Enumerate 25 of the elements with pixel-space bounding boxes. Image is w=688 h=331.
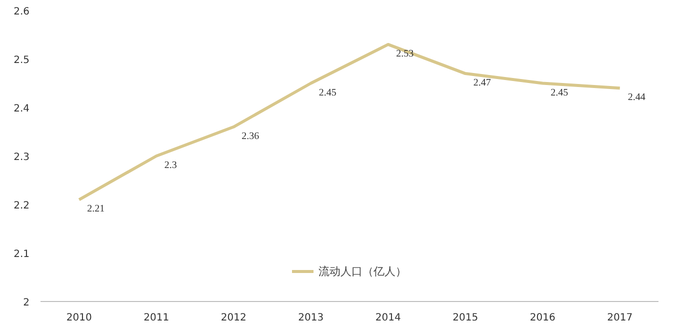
data-label: 2.44	[628, 92, 646, 104]
data-label: 2.21	[87, 204, 105, 215]
data-label: 2.45	[318, 87, 336, 98]
y-tick-label: 2.1	[14, 249, 30, 260]
data-label: 2.36	[242, 130, 260, 142]
y-tick-label: 2.6	[14, 6, 30, 18]
line-series	[78, 42, 622, 202]
x-tick-label: 2010	[66, 312, 92, 324]
legend-label: 流动人口（亿人）	[318, 264, 406, 278]
x-tick-label: 2013	[298, 312, 324, 324]
y-tick-label: 2	[23, 298, 30, 308]
data-label: 2.3	[164, 160, 177, 171]
data-label: 2.47	[473, 78, 491, 89]
y-tick-label: 2.4	[14, 104, 30, 114]
x-tick-label: 2014	[375, 312, 401, 324]
x-tick-label: 2012	[220, 312, 246, 324]
x-tick-label: 2016	[530, 312, 556, 324]
x-tick-label: 2017	[607, 312, 633, 324]
data-label: 2.53	[396, 48, 414, 60]
x-tick-label: 2015	[452, 312, 478, 324]
x-tick-label: 2011	[144, 312, 170, 324]
y-tick-label: 2.5	[14, 55, 30, 66]
y-tick-label: 2.2	[14, 200, 30, 212]
y-tick-label: 2.3	[14, 152, 30, 163]
data-label: 2.45	[550, 87, 568, 98]
